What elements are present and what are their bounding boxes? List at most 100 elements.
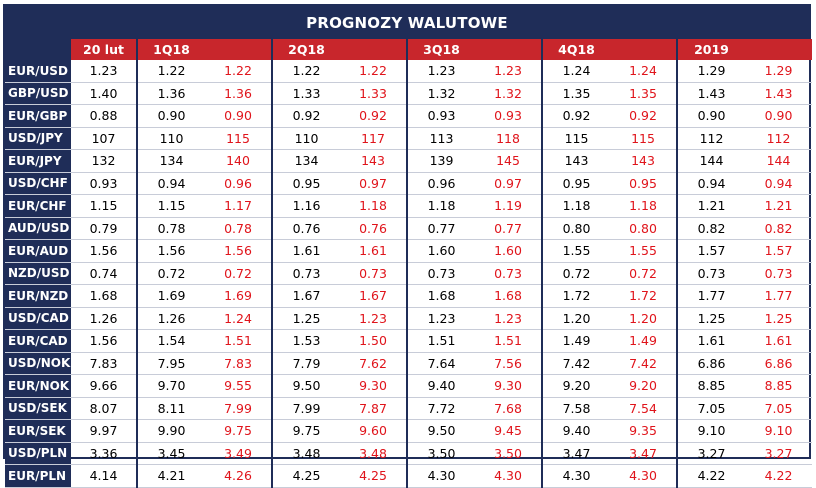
forecast-cell: 0.72 <box>541 262 610 285</box>
consensus-forecast-cell: 0.92 <box>610 104 677 128</box>
header-group-2q18: 2Q18 <box>271 39 340 60</box>
header-group-3q18: 3Q18 <box>406 39 475 60</box>
current-rate-cell: 1.56 <box>71 239 137 263</box>
forecast-cell: 1.61 <box>271 239 340 263</box>
forecast-cell: 113 <box>406 127 475 150</box>
consensus-forecast-cell: 1.32 <box>475 82 542 105</box>
table-row: EUR/CHF 1.15 1.15 1.17 1.16 1.18 1.18 1.19 1.18 1… <box>5 194 812 218</box>
forecast-cell: 0.96 <box>406 172 475 195</box>
consensus-forecast-cell: 1.57 <box>745 239 812 263</box>
forecast-cell: 3.45 <box>136 442 205 465</box>
current-rate-cell: 0.88 <box>71 104 137 128</box>
forecast-cell: 0.93 <box>406 104 475 128</box>
forecast-cell: 7.95 <box>136 352 205 375</box>
table-row: AUD/USD 0.79 0.78 0.78 0.76 0.76 0.77 0.77 0.80 0… <box>5 217 812 240</box>
header-group-4q18: 4Q18 <box>541 39 610 60</box>
forecast-cell: 3.47 <box>541 442 610 465</box>
table-title: PROGNOZY WALUTOWE <box>5 6 809 39</box>
consensus-forecast-cell: 9.20 <box>610 374 677 398</box>
forecast-table-frame: PROGNOZY WALUTOWE 20 lut 1Q18 2Q18 3Q18 … <box>3 4 812 488</box>
currency-pair-label: EUR/CHF <box>5 194 71 218</box>
consensus-forecast-cell: 1.67 <box>340 284 407 308</box>
table-row: USD/CHF 0.93 0.94 0.96 0.95 0.97 0.96 0.97 0.95 0… <box>5 172 812 195</box>
consensus-forecast-cell: 3.27 <box>745 442 812 465</box>
consensus-forecast-cell: 0.97 <box>475 172 542 195</box>
consensus-forecast-cell: 1.35 <box>610 82 677 105</box>
consensus-forecast-cell: 7.83 <box>205 352 272 375</box>
consensus-forecast-cell: 0.80 <box>610 217 677 240</box>
consensus-forecast-cell: 0.90 <box>745 104 812 128</box>
table-row: EUR/SEK 9.97 9.90 9.75 9.75 9.60 9.50 9.45 9.40 9… <box>5 419 812 443</box>
forecast-cell: 0.90 <box>676 104 745 128</box>
header-group-2019: 2019 <box>676 39 745 60</box>
forecast-cell: 7.64 <box>406 352 475 375</box>
forecast-cell: 1.49 <box>541 329 610 353</box>
consensus-forecast-cell: 140 <box>205 149 272 173</box>
consensus-forecast-cell: 0.73 <box>340 262 407 285</box>
forecast-cell: 1.25 <box>676 307 745 330</box>
forecast-cell: 0.90 <box>136 104 205 128</box>
currency-pair-label: USD/NOK <box>5 352 71 375</box>
table-row: USD/SEK 8.07 8.11 7.99 7.99 7.87 7.72 7.68 7.58 7… <box>5 397 812 420</box>
currency-pair-label: USD/SEK <box>5 397 71 420</box>
forecast-cell: 1.25 <box>271 307 340 330</box>
forecast-cell: 4.25 <box>271 464 340 488</box>
header-group-1q18-spacer <box>205 39 272 60</box>
consensus-forecast-cell: 4.30 <box>610 464 677 488</box>
consensus-forecast-cell: 7.87 <box>340 397 407 420</box>
consensus-forecast-cell: 0.95 <box>610 172 677 195</box>
currency-pair-label: USD/CHF <box>5 172 71 195</box>
consensus-forecast-cell: 3.48 <box>340 442 407 465</box>
consensus-forecast-cell: 0.76 <box>340 217 407 240</box>
consensus-forecast-cell: 1.23 <box>340 307 407 330</box>
current-rate-cell: 1.68 <box>71 284 137 308</box>
consensus-forecast-cell: 0.90 <box>205 104 272 128</box>
forecast-cell: 9.40 <box>406 374 475 398</box>
forecast-cell: 1.24 <box>541 60 610 83</box>
consensus-forecast-cell: 7.99 <box>205 397 272 420</box>
forecast-cell: 1.21 <box>676 194 745 218</box>
forecast-cell: 0.94 <box>676 172 745 195</box>
header-group-2q18-spacer <box>340 39 407 60</box>
currency-pair-label: EUR/CAD <box>5 329 71 353</box>
forecast-cell: 9.90 <box>136 419 205 443</box>
consensus-forecast-cell: 1.17 <box>205 194 272 218</box>
forecast-cell: 0.92 <box>541 104 610 128</box>
currency-pair-label: USD/JPY <box>5 127 71 150</box>
forecast-cell: 134 <box>271 149 340 173</box>
forecast-cell: 1.18 <box>541 194 610 218</box>
consensus-forecast-cell: 0.97 <box>340 172 407 195</box>
forecast-cell: 1.56 <box>136 239 205 263</box>
forecast-cell: 1.33 <box>271 82 340 105</box>
current-rate-cell: 4.14 <box>71 464 137 488</box>
consensus-forecast-cell: 1.21 <box>745 194 812 218</box>
consensus-forecast-cell: 1.22 <box>340 60 407 83</box>
forecast-cell: 1.43 <box>676 82 745 105</box>
consensus-forecast-cell: 4.30 <box>475 464 542 488</box>
consensus-forecast-cell: 1.61 <box>340 239 407 263</box>
forecast-cell: 1.51 <box>406 329 475 353</box>
table-row: EUR/JPY 132 134 140 134 143 139 145 143 143 144 144 <box>5 149 812 173</box>
currency-pair-label: USD/CAD <box>5 307 71 330</box>
consensus-forecast-cell: 8.85 <box>745 374 812 398</box>
forecast-cell: 115 <box>541 127 610 150</box>
consensus-forecast-cell: 1.22 <box>205 60 272 83</box>
consensus-forecast-cell: 1.72 <box>610 284 677 308</box>
consensus-forecast-cell: 1.43 <box>745 82 812 105</box>
table-row: NZD/USD 0.74 0.72 0.72 0.73 0.73 0.73 0.73 0.72 0… <box>5 262 812 285</box>
forecast-cell: 1.68 <box>406 284 475 308</box>
header-group-1q18: 1Q18 <box>136 39 205 60</box>
current-rate-cell: 1.15 <box>71 194 137 218</box>
forecast-cell: 0.80 <box>541 217 610 240</box>
currency-pair-label: NZD/USD <box>5 262 71 285</box>
consensus-forecast-cell: 6.86 <box>745 352 812 375</box>
table-row: EUR/USD 1.23 1.22 1.22 1.22 1.22 1.23 1.23 1.24 1… <box>5 60 812 83</box>
forecast-cell: 143 <box>541 149 610 173</box>
consensus-forecast-cell: 1.50 <box>340 329 407 353</box>
consensus-forecast-cell: 1.33 <box>340 82 407 105</box>
consensus-forecast-cell: 0.72 <box>205 262 272 285</box>
currency-pair-label: EUR/JPY <box>5 149 71 173</box>
consensus-forecast-cell: 143 <box>610 149 677 173</box>
table-body: EUR/USD 1.23 1.22 1.22 1.22 1.22 1.23 1.23 1.24 1… <box>5 60 812 488</box>
table-row: EUR/CAD 1.56 1.54 1.51 1.53 1.50 1.51 1.51 1.49 1… <box>5 329 812 353</box>
